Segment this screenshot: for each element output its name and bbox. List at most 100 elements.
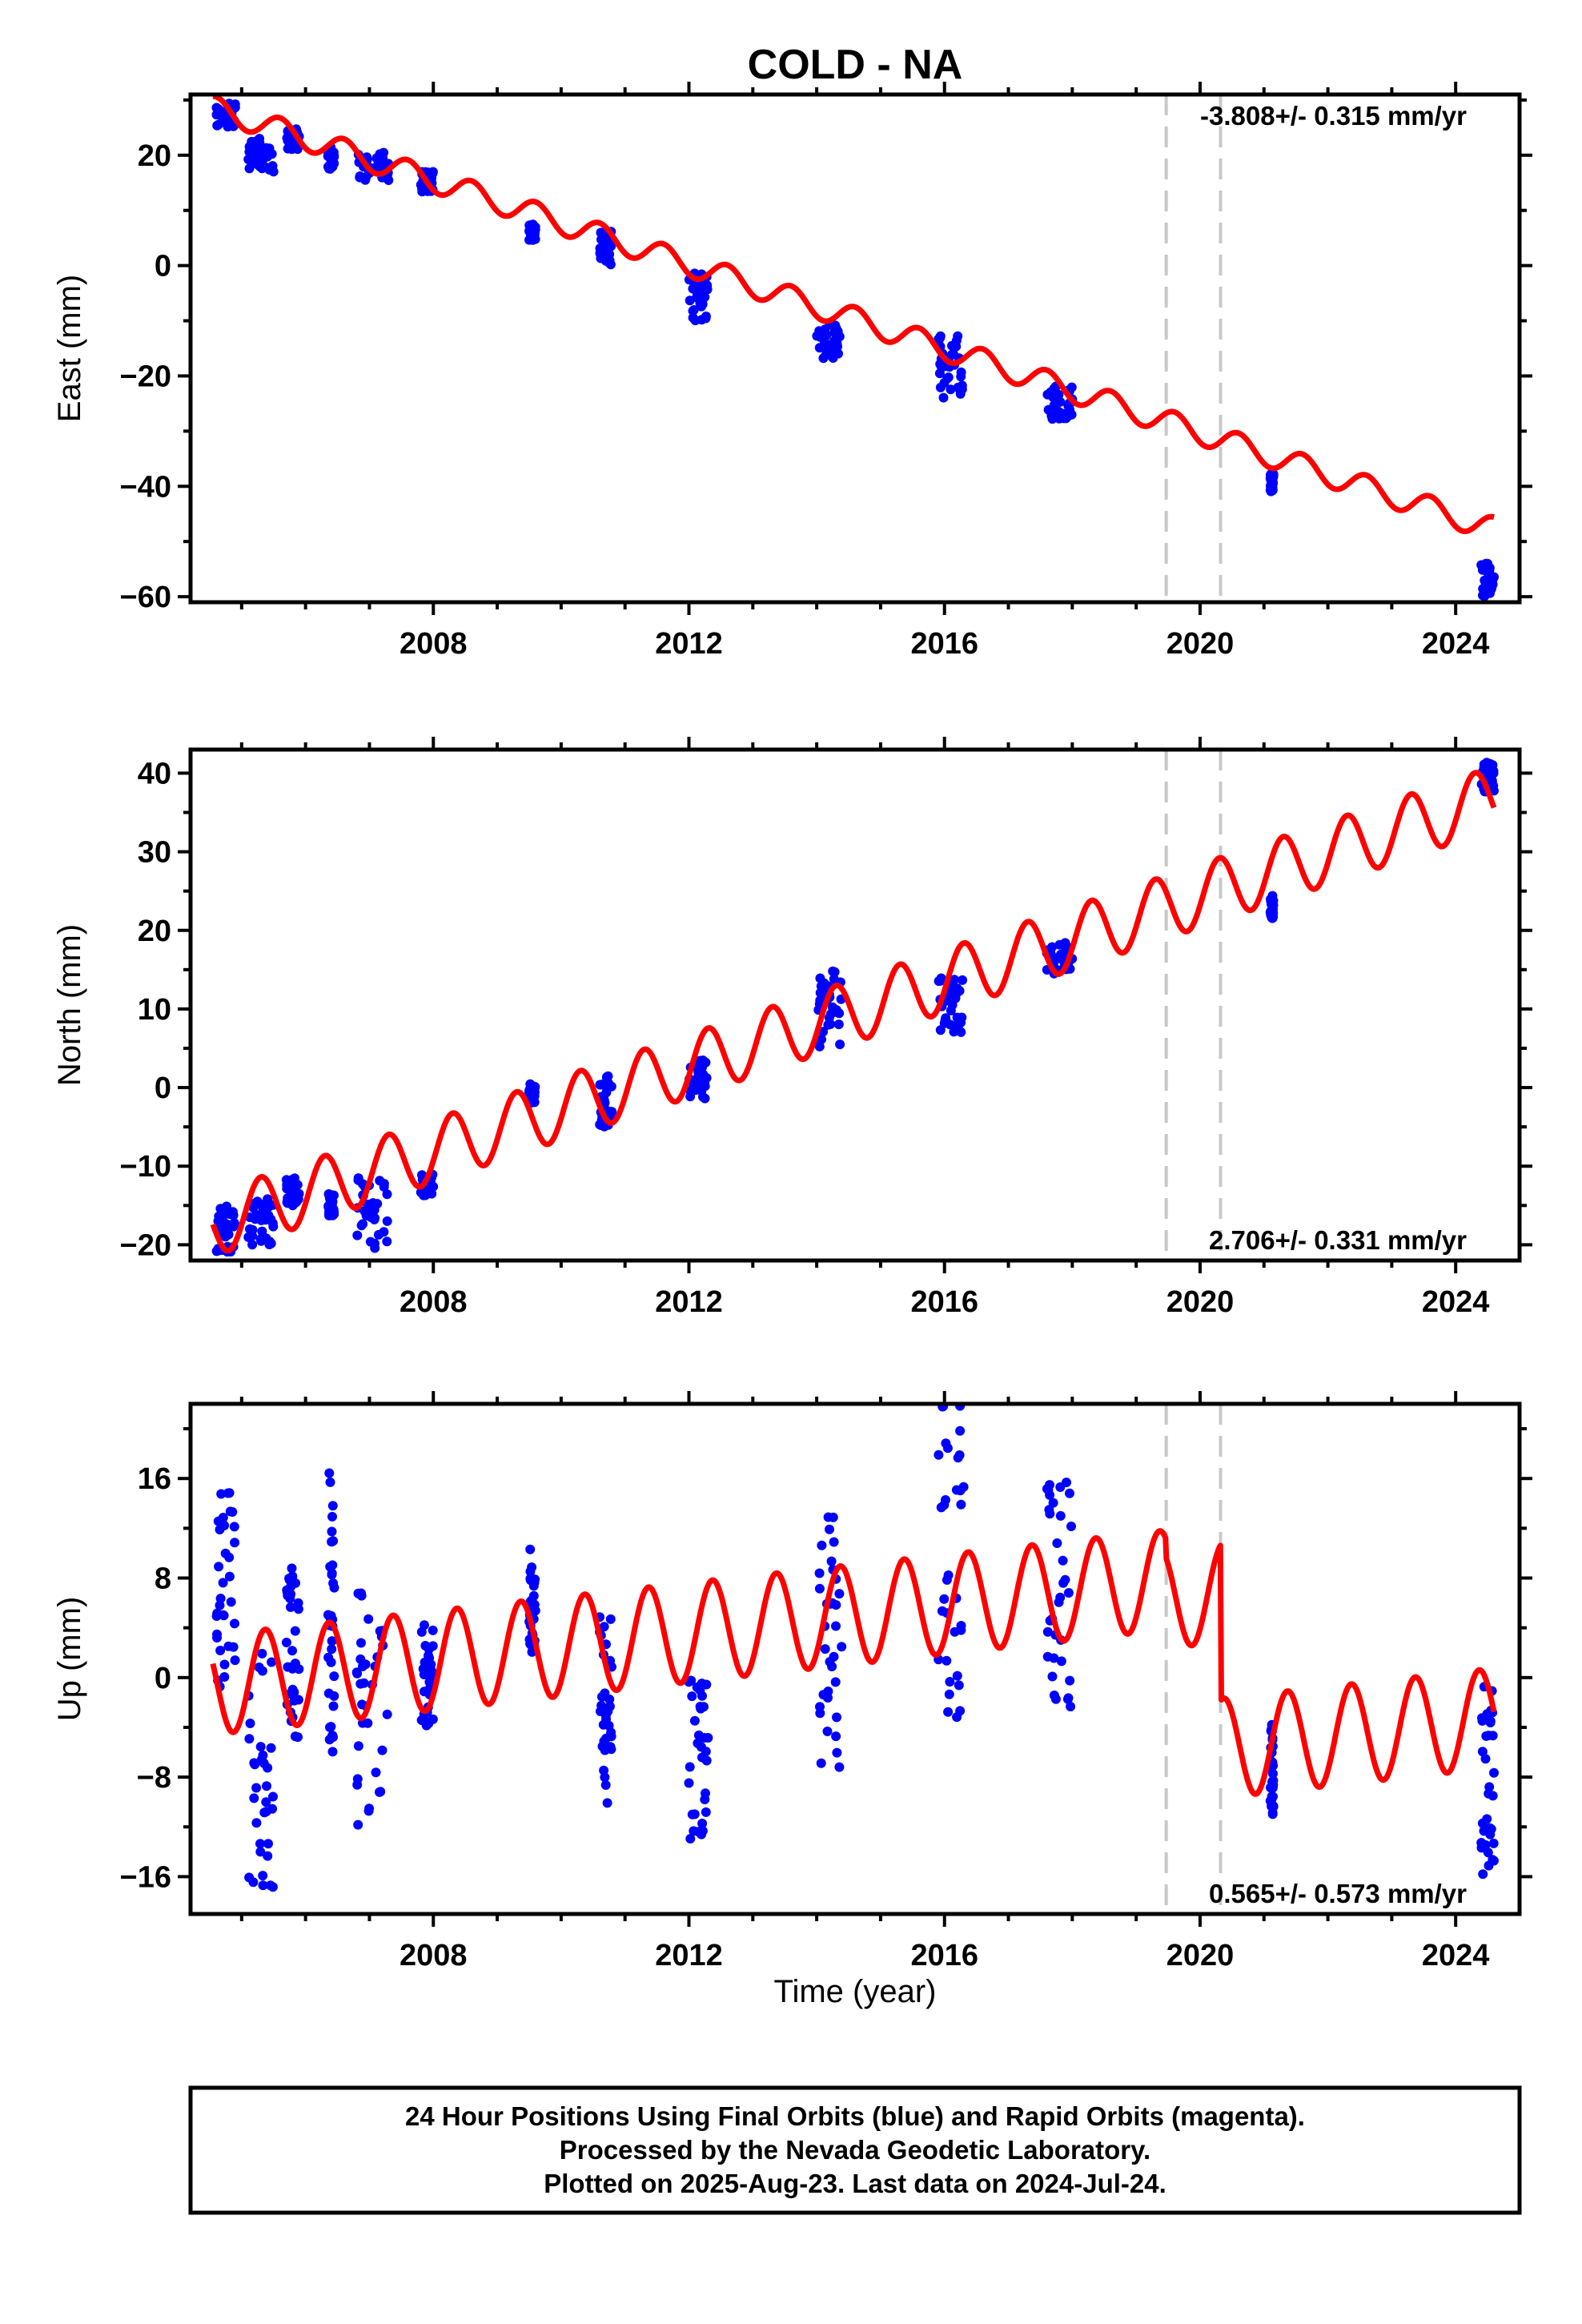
- up-data-point: [1267, 1783, 1278, 1793]
- north-data-point: [595, 1120, 605, 1130]
- east-y-axis-label: East (mm): [52, 275, 87, 422]
- up-data-point: [224, 1488, 235, 1498]
- north-data-point: [1482, 758, 1492, 768]
- up-data-point: [955, 1425, 966, 1436]
- up-data-point: [327, 1636, 337, 1647]
- up-data-point: [371, 1767, 381, 1778]
- north-data-point: [327, 1202, 337, 1212]
- up-data-point: [1055, 1510, 1066, 1521]
- up-data-point: [528, 1581, 539, 1591]
- up-data-point: [831, 1621, 841, 1631]
- east-data-point: [371, 153, 382, 163]
- up-data-point: [212, 1629, 222, 1639]
- up-data-point: [823, 1512, 833, 1522]
- up-data-point: [358, 1661, 367, 1671]
- up-data-point: [328, 1536, 339, 1546]
- east-data-point: [263, 151, 272, 162]
- north-data-point: [291, 1194, 301, 1204]
- up-data-point: [293, 1732, 303, 1743]
- up-data-point: [1043, 1485, 1054, 1495]
- up-data-point: [939, 1594, 950, 1604]
- up-data-point: [696, 1703, 706, 1714]
- up-data-point: [822, 1727, 833, 1736]
- up-data-point: [255, 1839, 265, 1849]
- east-data-point: [1489, 572, 1499, 582]
- up-data-point: [596, 1691, 607, 1702]
- up-data-point: [416, 1715, 427, 1725]
- north-data-point: [950, 993, 961, 1003]
- north-data-point: [249, 1198, 259, 1208]
- up-data-point: [1486, 1824, 1496, 1834]
- east-y-tick-label: 20: [138, 139, 171, 173]
- up-data-point: [1065, 1675, 1075, 1686]
- up-data-point: [261, 1797, 271, 1807]
- up-data-point: [327, 1526, 337, 1537]
- north-y-tick-label: −10: [120, 1150, 171, 1184]
- up-data-point: [831, 1731, 841, 1742]
- up-panel: 2008 2012 2016 2020 2024 −16 −8 0 8 16 Up (mm) 0.56…: [52, 1391, 1532, 1972]
- up-data-point: [291, 1578, 300, 1588]
- east-data-point: [697, 315, 707, 325]
- up-data-point: [351, 1667, 362, 1678]
- north-data-point: [382, 1236, 392, 1247]
- up-data-point: [1483, 1848, 1493, 1858]
- up-data-point: [701, 1755, 712, 1766]
- east-data-point: [935, 332, 946, 343]
- up-data-point: [1054, 1597, 1064, 1607]
- up-data-point: [266, 1743, 276, 1753]
- up-data-point: [525, 1544, 536, 1554]
- up-data-point: [1062, 1478, 1071, 1488]
- north-data-point: [359, 1206, 370, 1216]
- east-y-tick-label: −60: [120, 581, 171, 614]
- up-data-point: [604, 1701, 615, 1711]
- up-data-point: [353, 1819, 363, 1830]
- up-data-point: [356, 1638, 366, 1648]
- up-data-point: [263, 1839, 273, 1849]
- up-data-point: [230, 1538, 240, 1548]
- up-data-point: [327, 1501, 338, 1511]
- up-data-point: [263, 1851, 273, 1861]
- east-data-point: [828, 353, 838, 363]
- up-data-point: [1489, 1767, 1499, 1778]
- up-data-point: [329, 1691, 339, 1701]
- up-data-point: [326, 1722, 336, 1732]
- east-data-point: [819, 336, 829, 347]
- up-data-point: [1480, 1754, 1491, 1764]
- north-x-tick-label: 2024: [1422, 1285, 1490, 1319]
- up-data-point: [820, 1644, 830, 1655]
- up-data-point: [329, 1582, 339, 1593]
- east-data-point: [360, 175, 371, 185]
- up-data-point: [1484, 1788, 1494, 1799]
- north-data-point: [603, 1078, 613, 1088]
- up-data-point: [327, 1644, 337, 1655]
- up-data-point: [289, 1687, 299, 1698]
- up-data-point: [814, 1568, 825, 1578]
- up-data-point: [327, 1747, 338, 1757]
- up-data-point: [357, 1699, 367, 1710]
- east-data-point: [688, 306, 698, 316]
- east-data-point: [697, 299, 708, 309]
- up-data-point: [267, 1803, 278, 1814]
- up-data-point: [251, 1783, 262, 1793]
- up-data-point: [600, 1780, 611, 1790]
- up-data-point: [1481, 1731, 1492, 1741]
- up-data-point: [697, 1691, 707, 1701]
- caption-box: 24 Hour Positions Using Final Orbits (bl…: [188, 2085, 1522, 2215]
- north-data-point: [834, 1008, 845, 1019]
- east-data-point: [266, 163, 276, 174]
- north-data-point: [815, 973, 825, 983]
- up-data-point: [834, 1762, 845, 1772]
- east-data-point: [1488, 579, 1498, 589]
- east-frame: [188, 92, 1522, 605]
- east-data-point: [527, 234, 537, 244]
- east-data-point: [948, 348, 958, 359]
- up-data-point: [596, 1700, 607, 1711]
- up-data-point: [944, 1689, 954, 1699]
- up-data-point: [215, 1646, 226, 1655]
- east-data-point: [1065, 404, 1075, 415]
- up-data-point: [599, 1622, 609, 1632]
- up-data-point: [952, 1671, 962, 1681]
- up-data-point: [218, 1513, 228, 1522]
- up-data-point: [363, 1718, 373, 1728]
- up-data-point: [267, 1882, 278, 1892]
